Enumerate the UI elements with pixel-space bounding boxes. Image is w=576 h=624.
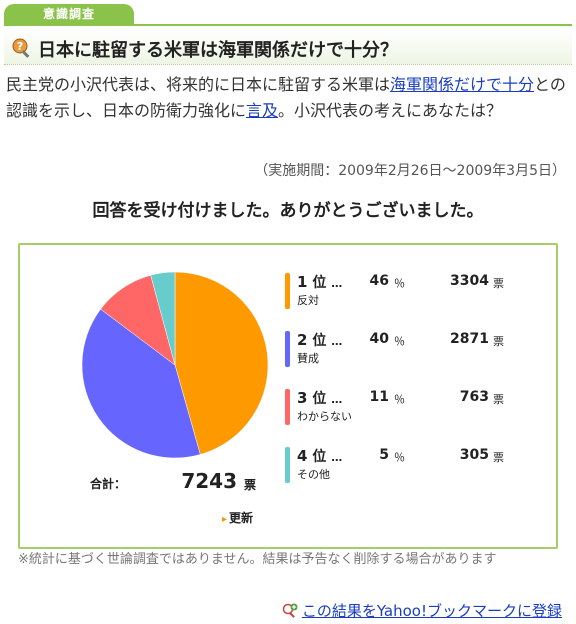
legend-color-bar — [285, 273, 290, 309]
total-unit: 票 — [244, 478, 257, 492]
results-panel: 1 位 … 反対 46 ％ 3304 票 2 位 … 賛成 40 ％ 2871 … — [18, 243, 558, 549]
total-value: 7243 — [181, 469, 237, 493]
legend-color-bar — [285, 331, 290, 367]
desc-text-1: 民主党の小沢代表は、将来的に日本に駐留する米軍は — [6, 75, 391, 94]
legend-percent: 11 — [369, 389, 389, 405]
count-unit: 票 — [493, 451, 504, 464]
legend-count: 2871 — [450, 331, 489, 347]
refresh-button[interactable]: ▸ 更新 — [222, 509, 253, 526]
legend-count: 3304 — [450, 273, 489, 289]
results-legend: 1 位 … 反対 46 ％ 3304 票 2 位 … 賛成 40 ％ 2871 … — [285, 269, 545, 501]
refresh-label: 更新 — [229, 511, 254, 525]
pie-slice-1 — [174, 271, 269, 455]
legend-row: 2 位 … 賛成 40 ％ 2871 票 — [285, 327, 545, 385]
keyword-link-navy[interactable]: 海軍関係だけで十分 — [390, 75, 535, 94]
legend-count: 305 — [459, 447, 489, 463]
category-tab: 意識調査 — [4, 4, 134, 24]
legend-count: 763 — [459, 389, 489, 405]
pie-slice-2 — [81, 308, 201, 459]
tab-underline — [4, 24, 572, 26]
legend-label: わからない — [297, 410, 352, 423]
svg-text:?: ? — [17, 40, 23, 53]
results-pie-chart — [81, 271, 269, 459]
count-unit: 票 — [493, 335, 504, 348]
total-label: 合計： — [90, 477, 127, 491]
thanks-message: 回答を受け付けました。ありがとうございました。 — [92, 201, 484, 221]
count-unit: 票 — [493, 277, 504, 290]
count-unit: 票 — [493, 393, 504, 406]
bookmark-area: この結果をYahoo!ブックマークに登録 — [282, 600, 562, 621]
desc-text-2: との認識を示し、日本の防衛力強化に — [6, 75, 566, 120]
legend-rank: 2 位 … — [297, 331, 343, 349]
legend-color-bar — [285, 447, 290, 483]
legend-row: 1 位 … 反対 46 ％ 3304 票 — [285, 269, 545, 327]
bookmark-add-icon — [282, 603, 298, 618]
question-title: 日本に駐留する米軍は海軍関係だけで十分？ — [38, 40, 398, 61]
legend-rank: 1 位 … — [297, 273, 343, 291]
legend-row: 4 位 … その他 5 ％ 305 票 — [285, 443, 545, 501]
disclaimer-note: ※統計に基づく世論調査ではありません。結果は予告なく削除する場合があります — [18, 552, 497, 567]
question-header: ? 日本に駐留する米軍は海軍関係だけで十分？ — [4, 30, 572, 65]
percent-unit: ％ — [394, 393, 405, 406]
percent-unit: ％ — [394, 335, 405, 348]
legend-label: 賛成 — [297, 352, 319, 365]
keyword-link-mention[interactable]: 言及 — [246, 101, 279, 120]
survey-period: （実施期間：2009年2月26日〜2009年3月5日） — [254, 163, 566, 179]
desc-text-3: 。小沢代表の考えにあなたは？ — [278, 101, 503, 120]
legend-row: 3 位 … わからない 11 ％ 763 票 — [285, 385, 545, 443]
question-icon: ? — [12, 38, 30, 58]
pie-slice-4 — [150, 271, 176, 366]
percent-unit: ％ — [394, 451, 405, 464]
legend-percent: 46 — [369, 273, 389, 289]
legend-label: その他 — [297, 468, 330, 481]
bookmark-link[interactable]: この結果をYahoo!ブックマークに登録 — [301, 602, 562, 620]
legend-percent: 5 — [379, 447, 389, 463]
legend-percent: 40 — [369, 331, 389, 347]
legend-label: 反対 — [297, 294, 319, 307]
question-description: 民主党の小沢代表は、将来的に日本に駐留する米軍は海軍関係だけで十分との認識を示し… — [6, 72, 568, 124]
percent-unit: ％ — [394, 277, 405, 290]
arrow-right-icon: ▸ — [222, 514, 228, 525]
legend-rank: 4 位 … — [297, 447, 343, 465]
legend-color-bar — [285, 389, 290, 425]
legend-rank: 3 位 … — [297, 389, 343, 407]
